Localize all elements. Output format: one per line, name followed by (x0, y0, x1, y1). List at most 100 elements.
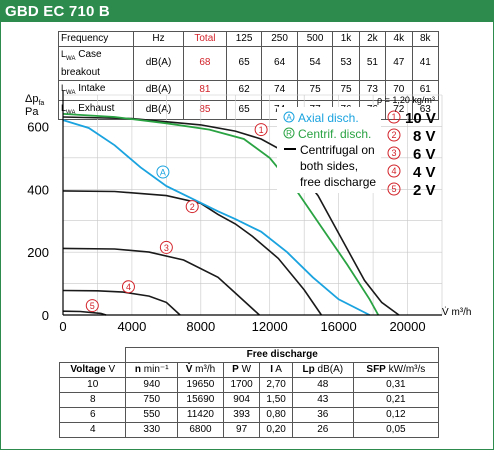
perf-row-10v: 10 940 19650 1700 2,70 48 0,31 (58, 377, 440, 393)
row-label-text: Intake (78, 82, 106, 94)
perf-title-row: Free discharge (59, 347, 439, 363)
header-1k: 1k (332, 31, 360, 47)
voltage-symbol-circle (387, 146, 401, 160)
voltage-symbol: 2 (391, 130, 396, 140)
x-tick-label: 8000 (186, 319, 215, 334)
curve-marker-circle (85, 299, 99, 313)
value-cell: 54 (296, 46, 334, 81)
perf-cell: 15690 (176, 392, 224, 408)
black-curve (62, 190, 323, 316)
perf-cell: 11420 (176, 407, 224, 423)
y-axis-label-delta: Δpfa (25, 93, 44, 107)
perf-cell: 8 (58, 392, 127, 408)
voltage-legend-10v: 1 10 V (387, 110, 436, 127)
perf-cell: 0,80 (259, 407, 293, 423)
y-tick-label: 0 (42, 308, 49, 323)
header-frequency: Frequency (58, 31, 134, 47)
lwa-sub: WA (66, 89, 76, 96)
black-curve (62, 310, 107, 316)
x-tick-label: 16000 (321, 319, 357, 334)
voltage-symbol-circle (387, 128, 401, 142)
row-label: LWA Case breakout (58, 46, 134, 81)
perf-cell: 6 (58, 407, 127, 423)
perf-cell: 1700 (222, 377, 261, 393)
unit-cell: dB(A) (132, 46, 185, 81)
perf-cell: 393 (222, 407, 261, 423)
curve-marker-circle (159, 240, 173, 254)
value-cell: 64 (261, 46, 298, 81)
grid (62, 94, 443, 316)
lwa-sub: WA (66, 55, 76, 62)
value-cell: 41 (411, 46, 439, 81)
performance-chart: 0 4000 8000 12000 16000 20000 0 200 400 600 1 2 3 4 5… (25, 91, 471, 334)
legend-centrif-symbol-circle (283, 127, 295, 139)
voltage-symbol-circle (387, 110, 401, 124)
row-label-text: Case breakout (61, 49, 102, 78)
value-cell: 51 (358, 46, 387, 81)
legend-centrif: R Centrif. disch. (283, 127, 371, 141)
product-title: GBD EC 710 B (1, 1, 493, 22)
perf-cell: 97 (222, 422, 261, 438)
perf-cell: 940 (125, 377, 178, 393)
value-cell: 72 (385, 99, 413, 121)
perf-cell: 0,31 (352, 377, 440, 393)
lwa-sub: WA (66, 109, 76, 116)
perf-header-current: I A (259, 362, 293, 378)
value-cell: 63 (411, 99, 439, 121)
perf-cell: 19650 (176, 377, 224, 393)
legend-both-sides: Centrifugal on both sides, free discharg… (284, 143, 376, 189)
curve-marker: 4 (121, 280, 135, 294)
perf-header-sfp: SFP kW/m³/s (352, 362, 440, 378)
voltage-legend-2v: 5 2 V (387, 182, 436, 199)
perf-cell: 0,21 (352, 392, 440, 408)
legend-axial-text: Axial disch. (298, 111, 359, 125)
black-curve (62, 289, 181, 316)
perf-header-power: P W (222, 362, 261, 378)
x-axis-label: V̇ m³/h (442, 305, 471, 318)
perf-cell: 48 (291, 377, 354, 393)
x-tick-label: 0 (59, 319, 66, 334)
lwa-main: L (61, 49, 67, 59)
legend: A Axial disch. R Centrif. disch. Centrif… (277, 107, 381, 193)
sound-row-case-breakout: LWA Case breakout dB(A) 68 65 64 54 53 5… (58, 46, 439, 81)
y-tick-label: 400 (27, 182, 49, 197)
perf-cell: 550 (125, 407, 178, 423)
x-tick-label: 20000 (389, 319, 425, 334)
y-tick-label: 200 (27, 245, 49, 260)
perf-cell: 10 (58, 377, 127, 393)
total-cell: 68 (183, 46, 227, 81)
lwa-symbol: LWA (61, 49, 76, 62)
curve-marker-circle (121, 280, 135, 294)
voltage-symbol: 5 (391, 184, 396, 194)
perf-header-row: Voltage V n min⁻¹ V̇ m³/h P W I A Lp dB(… (58, 362, 440, 378)
perf-cell: 26 (291, 422, 354, 438)
header-hz: Hz (132, 31, 185, 47)
legend-axial: A Axial disch. (283, 111, 359, 125)
legend-both-line-3: free discharge (300, 175, 376, 189)
curve-marker: 1 (254, 123, 268, 137)
perf-cell: 1,50 (259, 392, 293, 408)
perf-cell: 2,70 (259, 377, 293, 393)
voltage-symbol: 4 (391, 166, 396, 176)
curve-marker-symbol: 5 (90, 301, 95, 311)
curve-marker: 2 (185, 200, 199, 214)
perf-cell: 904 (222, 392, 261, 408)
legend-centrif-symbol: R (286, 129, 292, 138)
lwa-symbol: LWA (61, 83, 76, 96)
perf-cell: 4 (58, 422, 127, 438)
voltage-label: 2 V (413, 182, 436, 199)
perf-row-4v: 4 330 6800 97 0,20 26 0,05 (58, 422, 440, 438)
curve-marker-symbol: A (160, 168, 166, 178)
curve-marker-symbol: 1 (259, 125, 264, 135)
perf-title-blank-1 (59, 347, 127, 363)
legend-centrif-text: Centrif. disch. (298, 127, 371, 141)
perf-row-6v: 6 550 11420 393 0,80 36 0,12 (58, 407, 440, 423)
legend-axial-symbol-circle (283, 111, 295, 123)
sound-power-table: Frequency Hz Total 125 250 500 1k 2k 4k … (58, 31, 439, 121)
free-discharge-table: Free discharge Voltage V n min⁻¹ V̇ m³/h… (58, 347, 440, 438)
axes: 0 4000 8000 12000 16000 20000 0 200 400 600 (27, 91, 442, 334)
legend-axial-symbol: A (286, 113, 292, 122)
perf-header-flow: V̇ m³/h (176, 362, 224, 378)
perf-header-voltage: Voltage V (58, 362, 127, 378)
